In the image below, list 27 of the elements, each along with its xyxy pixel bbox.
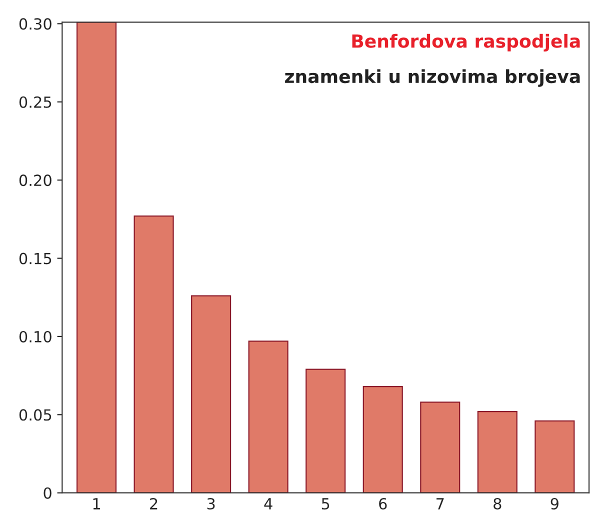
- y-tick-label: 0.10: [19, 330, 52, 342]
- bar: [534, 420, 575, 493]
- bar: [306, 368, 346, 493]
- x-tick-label: 4: [264, 498, 272, 510]
- x-tick-label: 5: [322, 498, 330, 510]
- y-tick-label: 0.05: [19, 409, 52, 421]
- bar: [248, 340, 288, 493]
- bar: [477, 410, 518, 493]
- text: znamenki u nizovima brojeva: [285, 69, 580, 87]
- y-tick-label: 0.25: [19, 96, 52, 108]
- x-tick-label: 9: [550, 498, 558, 510]
- x-tick-label: 3: [207, 498, 215, 510]
- bar: [134, 216, 174, 493]
- bar: [420, 402, 460, 493]
- bar: [362, 386, 403, 493]
- y-tick-label: 0: [44, 487, 52, 499]
- x-tick-label: 7: [436, 498, 444, 510]
- x-tick-label: 6: [379, 498, 387, 510]
- y-tick-label: 0.20: [19, 174, 52, 186]
- bar: [76, 22, 117, 493]
- x-tick-label: 1: [93, 498, 100, 510]
- text: Benfordova raspodjela: [352, 34, 580, 52]
- x-tick-label: 8: [494, 498, 502, 510]
- bar: [191, 295, 232, 493]
- x-tick-label: 2: [150, 498, 158, 510]
- y-tick-label: 0.15: [19, 252, 52, 264]
- y-tick-label: 0.30: [19, 18, 52, 30]
